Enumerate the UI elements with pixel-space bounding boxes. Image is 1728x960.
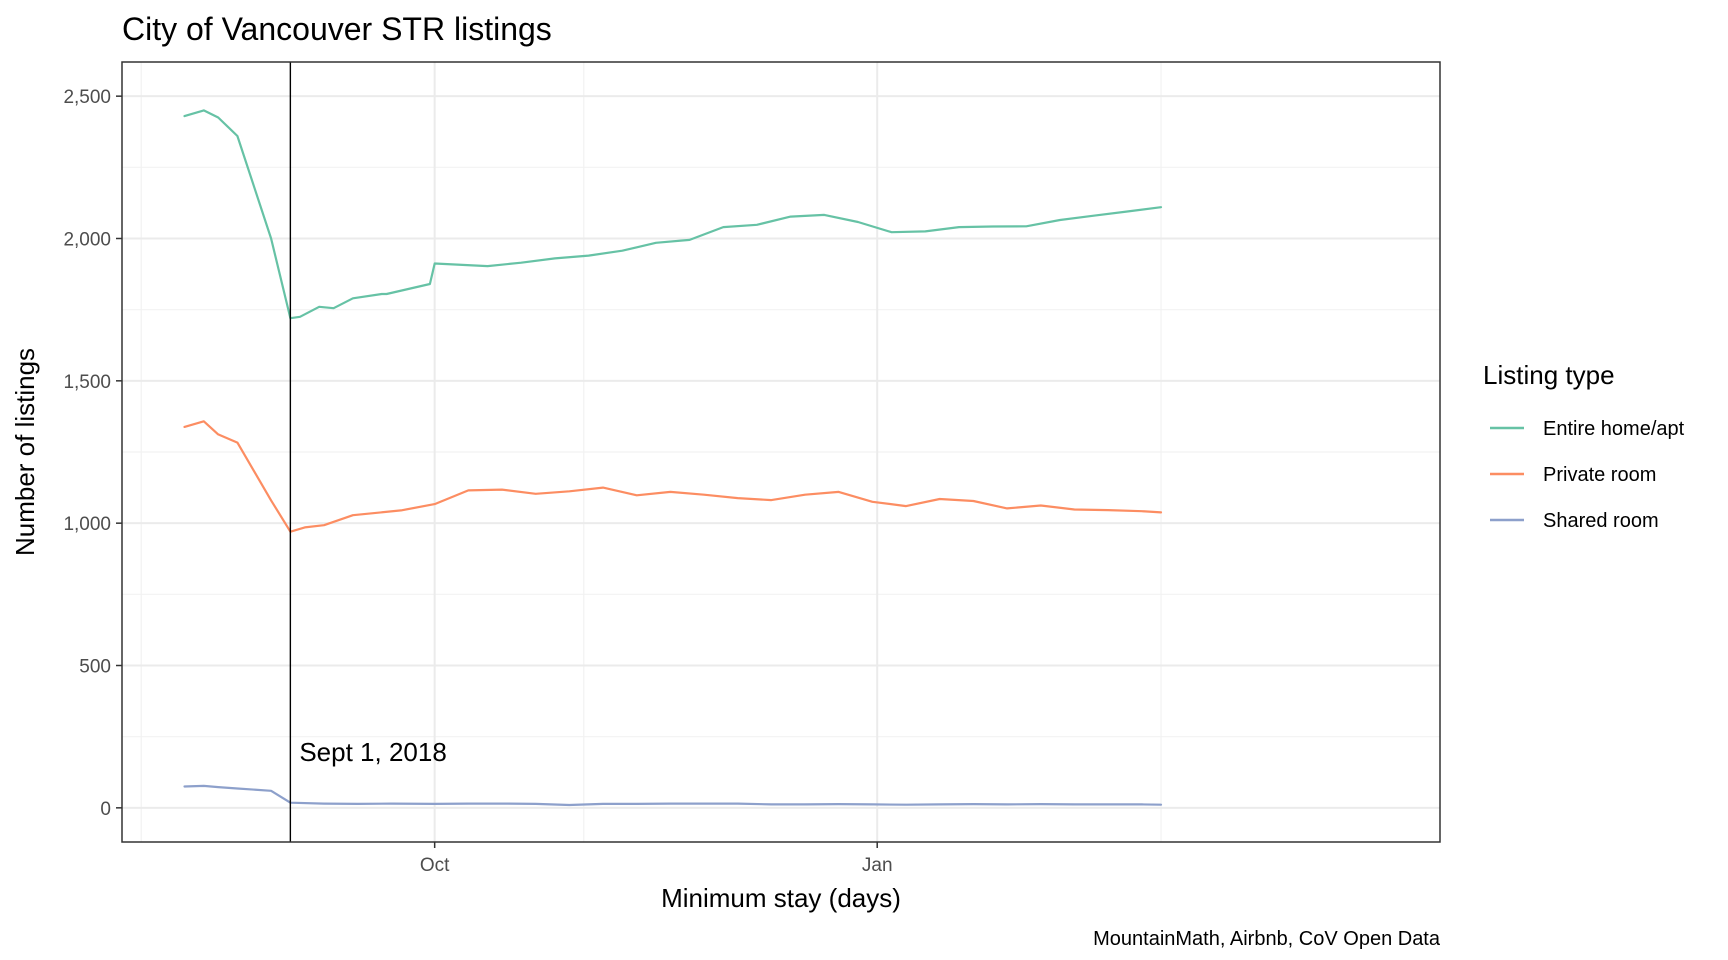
legend: Listing type Entire home/apt Private room… — [1483, 360, 1685, 532]
x-tick-label: Oct — [420, 855, 450, 876]
y-tick-label: 500 — [79, 657, 111, 678]
y-tick-label: 1,500 — [63, 372, 111, 393]
legend-title: Listing type — [1483, 360, 1615, 390]
series-line-entire-home-apt — [183, 109, 1163, 320]
series-line-shared-room — [183, 784, 1163, 807]
annotation-label: Sept 1, 2018 — [299, 737, 446, 767]
legend-label: Private room — [1543, 464, 1656, 486]
y-tick-label: 2,000 — [63, 229, 111, 250]
x-tick-label: Jan — [862, 855, 893, 876]
series-lines — [183, 109, 1163, 807]
x-axis-title: Minimum stay (days) — [661, 883, 901, 913]
annotation: Sept 1, 2018 — [289, 62, 447, 842]
series-line-private-room — [183, 420, 1163, 533]
grid — [122, 62, 1440, 842]
chart-caption: MountainMath, Airbnb, CoV Open Data — [1093, 928, 1441, 950]
y-axis-title: Number of listings — [10, 348, 40, 556]
legend-label: Entire home/apt — [1543, 418, 1685, 440]
y-tick-label: 0 — [100, 799, 111, 820]
chart-title: City of Vancouver STR listings — [122, 11, 552, 47]
axes: 0 500 1,000 1,500 2,000 2,500 Oct Jan — [63, 87, 892, 876]
legend-label: Shared room — [1543, 510, 1659, 532]
y-tick-label: 2,500 — [63, 87, 111, 108]
y-tick-label: 1,000 — [63, 514, 111, 535]
panel-border — [121, 61, 1441, 843]
